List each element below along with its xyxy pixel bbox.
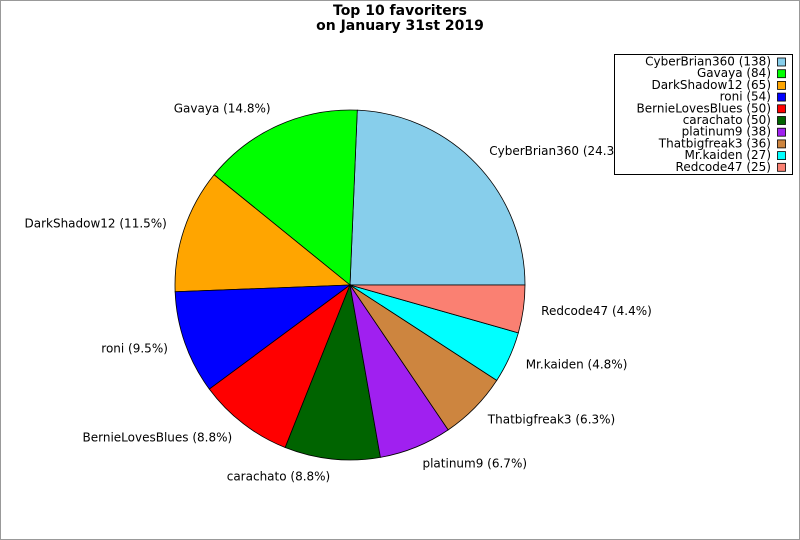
chart-subtitle: on January 31st 2019 xyxy=(316,18,484,34)
slice-label: DarkShadow12 (11.5%) xyxy=(24,217,166,231)
chart-title: Top 10 favoriters xyxy=(333,3,467,19)
legend-label: Redcode47 (25) xyxy=(676,160,771,174)
legend-box xyxy=(614,54,793,175)
legend-label: BernieLovesBlues (50) xyxy=(637,101,771,115)
pie-slice xyxy=(208,283,351,449)
pie-slice xyxy=(213,109,358,286)
legend-label: platinum9 (38) xyxy=(682,125,771,139)
legend-label: DarkShadow12 (65) xyxy=(651,78,771,92)
slice-label: Thatbigfreak3 (6.3%) xyxy=(487,413,615,427)
legend-swatch xyxy=(777,57,786,67)
legend-swatch xyxy=(777,104,786,114)
pie-slice xyxy=(174,174,352,293)
legend-label: CyberBrian360 (138) xyxy=(645,55,771,69)
pie-slice xyxy=(349,109,526,286)
pie-slice xyxy=(174,284,352,390)
slice-label: roni (9.5%) xyxy=(101,341,168,355)
legend-label: carachato (50) xyxy=(683,113,771,127)
slice-label: BernieLovesBlues (8.8%) xyxy=(83,430,233,444)
legend-swatch xyxy=(777,81,786,90)
legend-swatch xyxy=(777,139,786,149)
legend-swatch xyxy=(777,92,786,102)
pie-slice xyxy=(284,283,381,461)
legend-label: Gavaya (84) xyxy=(697,66,771,80)
legend-swatch xyxy=(777,151,786,161)
legend-label: roni (54) xyxy=(720,90,771,104)
pie-slice xyxy=(349,284,526,334)
slice-label: CyberBrian360 (24.3%) xyxy=(489,144,630,158)
slice-label: Gavaya (14.8%) xyxy=(174,102,271,116)
slice-label: platinum9 (6.7%) xyxy=(422,456,527,470)
legend-swatch xyxy=(777,127,786,137)
legend-swatch xyxy=(777,69,786,79)
legend-label: Mr.kaiden (27) xyxy=(685,148,771,162)
slice-label: Redcode47 (4.4%) xyxy=(541,304,652,318)
legend-swatch xyxy=(777,162,786,172)
legend-label: Thatbigfreak3 (36) xyxy=(658,136,771,150)
slice-label: Mr.kaiden (4.8%) xyxy=(526,357,628,371)
slice-label: carachato (8.8%) xyxy=(227,469,331,483)
legend-swatch xyxy=(777,116,786,125)
